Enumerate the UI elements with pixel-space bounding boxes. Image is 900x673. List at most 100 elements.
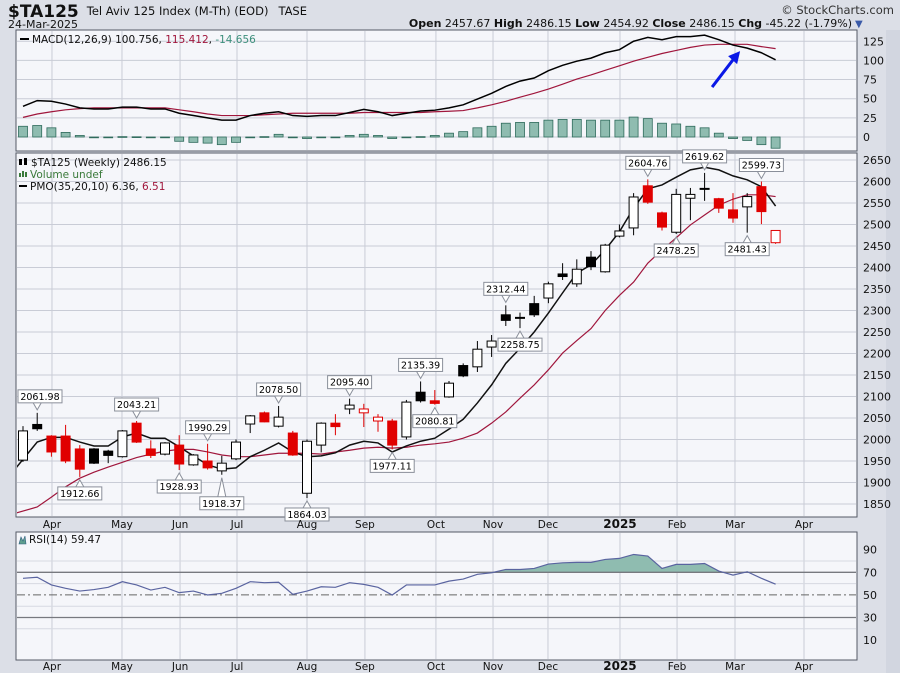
chg-value: -45.22 (-1.79%) [766,17,852,30]
macd-histogram-bar [458,131,469,138]
rsi-line [22,553,776,596]
candle-body [699,187,710,190]
candle-body [245,415,256,425]
macd-y-tick-label: 100 [863,54,884,67]
price-label-pointer [700,162,710,171]
macd-histogram-bar [231,136,241,143]
chg-down-arrow-icon[interactable]: ▼ [855,19,863,30]
macd-histogram-bar [671,123,682,138]
price-y-tick-label: 2450 [863,240,891,253]
x-axis-tick-label: Apr [795,519,814,531]
candle-body [571,268,582,285]
price-label-text: 2599.73 [742,161,781,172]
candle-body [188,454,199,466]
candlestick [358,403,369,428]
price-label-text: 1918.37 [202,499,241,510]
macd-y-tick-label: 75 [863,74,877,87]
index-name: Tel Aviv 125 Index (M-Th) (EOD) [86,4,269,18]
macd-histogram-bar [770,136,781,149]
macd-histogram-bar [74,135,85,138]
candlestick [60,424,71,464]
price-label-pointer [302,499,312,509]
rsi-overbought-fill [23,554,776,573]
copyright-label: © StockCharts.com [781,3,894,17]
candle-body [444,382,454,398]
candle-body [74,448,85,470]
candle-body [117,430,128,458]
macd-histogram-bar [756,136,767,146]
annotation-arrow-head-icon [728,51,741,65]
candle-body [642,185,653,203]
price-label-box [483,281,529,296]
x-axis-tick-label: 2025 [603,659,636,673]
chg-label: Chg [738,17,762,30]
price-label-box [398,357,444,372]
candlestick [770,229,781,244]
candle-body [18,430,28,461]
macd-histogram-bar [571,118,582,138]
candlestick [486,335,497,357]
price-label-pointer [75,478,85,488]
candlestick [74,445,85,477]
macd-histogram-bar [728,136,738,139]
price-label-text: 1912.66 [60,489,99,500]
candlestick [259,411,270,423]
price-y-tick-label: 2300 [863,305,891,318]
rsi-y-tick-label: 50 [863,589,877,602]
candlestick [32,412,43,431]
price-label: 2080.81 [412,406,458,429]
low-label: Low [575,17,600,30]
macd-histogram-bar [287,136,298,139]
candlestick [89,448,99,465]
x-axis-tick-label: Apr [43,519,62,531]
candle-body [89,448,99,464]
close-label: Close [652,17,685,30]
price-label-box [17,389,63,404]
macd-legend-text: MACD(12,26,9) 100.756, 115.412, -14.656 [32,34,256,46]
price-label-pointer [416,371,426,380]
candlestick [415,381,426,403]
right-margin [886,30,900,673]
price-y-tick-label: 2000 [863,434,891,447]
candle-body [614,230,625,237]
candle-body [756,186,767,213]
macd-histogram-bar [46,127,57,138]
candle-body [600,244,611,273]
macd-histogram-bar [358,133,369,138]
macd-y-tick-label: 0 [863,131,870,144]
price-y-tick-label: 1900 [863,477,891,490]
candle-body [401,401,412,438]
volume-bars-icon [19,171,27,177]
candle-body [287,432,298,456]
macd-histogram-bar [586,119,596,138]
x-axis-tick-label: Feb [668,661,687,673]
price-label-box [653,243,699,258]
price-label: 2481.43 [724,234,770,257]
candlestick [145,440,156,458]
open-value: 2457.67 [445,17,491,30]
candlestick [586,251,596,271]
candlestick [742,193,753,233]
high-label: High [494,17,523,30]
candle-body [742,196,753,208]
macd-histogram-bar [742,136,753,141]
candle-body [557,273,568,278]
price-label: 1990.29 [185,420,231,442]
candle-body [273,416,284,427]
macd-histogram-bar [160,136,170,139]
macd-y-tick-label: 50 [863,93,877,106]
candlestick [529,295,540,317]
price-label-text: 2080.81 [415,417,454,428]
price-annotations: 2061.98 1912.66 2043.21 1928.93 1990.29 1918.… [17,149,784,522]
rsi-area-icon [18,535,27,545]
candlestick [444,381,454,398]
macd-y-tick-label: 125 [863,35,884,48]
price-y-tick-label: 2350 [863,283,891,296]
candle-body [415,391,426,402]
price-label-box [369,458,415,473]
price-y-tick-label: 2650 [863,154,891,167]
candlestick [699,172,710,201]
macd-histogram-bar [89,136,99,139]
candlestick [657,211,667,231]
